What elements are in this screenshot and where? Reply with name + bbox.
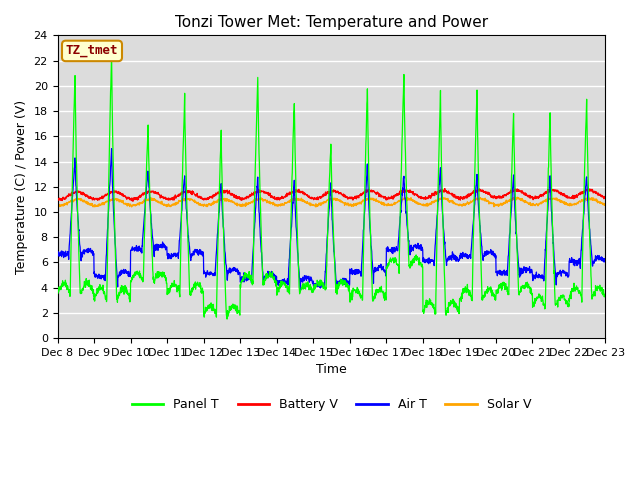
Title: Tonzi Tower Met: Temperature and Power: Tonzi Tower Met: Temperature and Power [175, 15, 488, 30]
Legend: Panel T, Battery V, Air T, Solar V: Panel T, Battery V, Air T, Solar V [127, 393, 536, 416]
Y-axis label: Temperature (C) / Power (V): Temperature (C) / Power (V) [15, 100, 28, 274]
Text: TZ_tmet: TZ_tmet [66, 45, 118, 58]
X-axis label: Time: Time [316, 363, 347, 376]
